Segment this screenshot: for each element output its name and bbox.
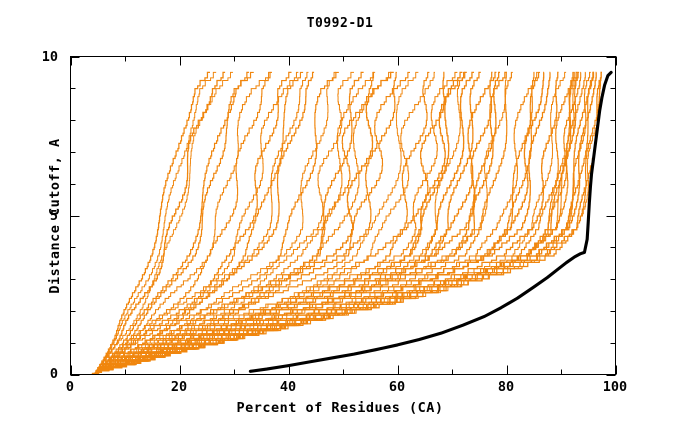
prediction-curve (94, 71, 595, 375)
prediction-curve (94, 71, 551, 375)
x-tick-label: 0 (65, 379, 75, 395)
axis-ticks-group (70, 56, 618, 377)
prediction-curve (94, 71, 397, 375)
prediction-curve (95, 71, 336, 375)
y-tick-label: 5 (49, 208, 58, 224)
prediction-curve (94, 71, 582, 375)
reference-curve (248, 70, 613, 373)
prediction-curve (95, 71, 354, 375)
x-tick-label: 60 (388, 379, 406, 395)
prediction-curve (94, 71, 364, 375)
prediction-curve (92, 71, 304, 375)
prediction-curve (94, 71, 481, 375)
prediction-curve (92, 71, 299, 375)
prediction-curve (94, 71, 292, 375)
prediction-curve (93, 71, 272, 375)
prediction-curve (94, 71, 249, 375)
prediction-curve (93, 71, 535, 375)
y-tick-label: 0 (49, 366, 58, 382)
prediction-curve (94, 71, 594, 375)
prediction-curve (95, 71, 375, 375)
prediction-curve (95, 71, 217, 375)
prediction-curve (94, 71, 210, 375)
prediction-curve (91, 71, 475, 375)
prediction-curve (92, 71, 419, 375)
prediction-curve (94, 71, 315, 375)
x-tick-label: 40 (279, 379, 297, 395)
prediction-curves-group (91, 71, 602, 375)
prediction-curve (94, 71, 254, 375)
prediction-curve (95, 71, 567, 375)
prediction-curve (93, 71, 507, 375)
prediction-curve (94, 71, 394, 375)
prediction-curve (94, 71, 430, 375)
prediction-curve (92, 71, 575, 375)
x-tick-label: 80 (497, 379, 515, 395)
prediction-curve (92, 71, 309, 375)
prediction-curve (94, 71, 458, 375)
prediction-curve (94, 71, 559, 375)
prediction-curve (94, 71, 411, 375)
x-tick-label: 100 (602, 379, 628, 395)
prediction-curve (94, 71, 467, 375)
page-title: T0992-D1 (306, 16, 374, 31)
x-axis-label: Percent of Residues (CA) (236, 400, 444, 416)
x-tick-label: 20 (170, 379, 188, 395)
prediction-curve (94, 71, 541, 375)
prediction-curve (94, 71, 226, 375)
y-tick-label: 10 (41, 49, 58, 65)
prediction-curve (95, 71, 376, 375)
prediction-curve (93, 71, 445, 375)
prediction-curve (94, 71, 513, 375)
